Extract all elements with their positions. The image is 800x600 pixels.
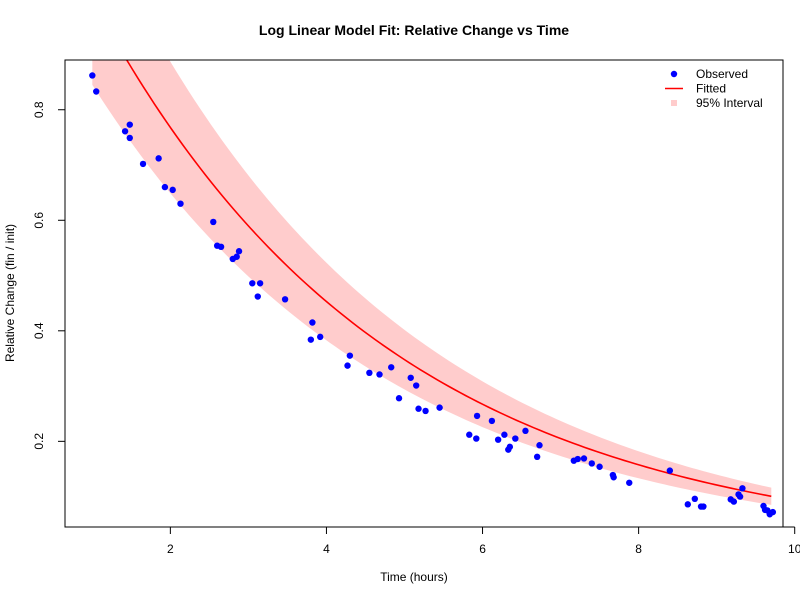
observed-point <box>210 218 217 226</box>
y-tick-label: 0.2 <box>32 433 46 450</box>
observed-point <box>249 280 256 287</box>
observed-point <box>533 453 541 461</box>
observed-point <box>317 333 324 341</box>
confidence-band-layer <box>92 60 772 505</box>
observed-point <box>155 155 162 162</box>
observed-point <box>666 467 674 474</box>
x-axis: 2 4 6 8 10 <box>167 526 800 556</box>
observed-point <box>522 427 529 435</box>
observed-point <box>739 485 746 492</box>
legend-item-point: Observed <box>670 67 748 81</box>
observed-point <box>501 431 508 438</box>
observed-point <box>769 508 777 516</box>
legend-label: 95% Interval <box>696 96 763 110</box>
observed-point <box>233 253 240 260</box>
legend-label: Fitted <box>696 82 726 96</box>
fitted-line-layer <box>125 60 772 498</box>
observed-point <box>281 296 289 303</box>
observed-point <box>610 474 617 481</box>
legend-band-swatch <box>671 100 677 106</box>
observed-point <box>488 417 496 425</box>
observed-point <box>473 435 480 442</box>
x-axis-label: Time (hours) <box>380 570 448 584</box>
observed-point <box>89 72 96 79</box>
observed-point <box>235 248 243 255</box>
observed-point <box>254 293 261 300</box>
observed-point <box>376 371 383 378</box>
observed-point <box>466 431 473 438</box>
observed-point <box>574 455 581 463</box>
observed-point <box>436 404 443 411</box>
observed-point <box>626 479 633 486</box>
confidence-band <box>92 60 772 505</box>
observed-point <box>512 435 519 442</box>
observed-point <box>307 336 315 343</box>
observed-point <box>730 498 738 505</box>
observed-point <box>161 183 169 191</box>
observed-point <box>126 121 133 128</box>
observed-point <box>536 442 543 449</box>
x-tick-label: 8 <box>635 542 642 556</box>
observed-point <box>494 436 502 443</box>
legend-label: Observed <box>696 67 748 81</box>
y-axis: 0.2 0.4 0.6 0.8 <box>32 101 66 450</box>
x-tick-label: 4 <box>323 542 330 556</box>
observed-point <box>217 243 225 250</box>
observed-point <box>736 493 744 500</box>
observed-point <box>473 412 481 420</box>
observed-point <box>413 382 420 389</box>
fitted-line <box>125 60 772 498</box>
observed-point <box>366 369 373 377</box>
observed-point <box>684 501 691 508</box>
observed-point <box>422 407 429 415</box>
observed-point <box>596 463 603 470</box>
x-tick-label: 10 <box>788 542 800 556</box>
observed-point <box>407 374 414 381</box>
y-tick-label: 0.6 <box>32 212 46 229</box>
observed-point <box>700 503 707 510</box>
y-tick-label: 0.8 <box>32 101 46 118</box>
legend-item-band: 95% Interval <box>671 96 763 110</box>
x-tick-label: 6 <box>479 542 486 556</box>
x-tick-label: 2 <box>167 542 174 556</box>
y-axis-label: Relative Change (fin / init) <box>3 224 17 362</box>
observed-point <box>388 364 395 371</box>
observed-point <box>139 160 147 168</box>
observed-point <box>121 128 129 135</box>
observed-point <box>580 455 588 462</box>
legend-item-line: Fitted <box>665 82 726 96</box>
y-tick-label: 0.4 <box>32 322 46 339</box>
observed-point <box>256 280 264 287</box>
observed-point <box>588 460 595 467</box>
observed-point <box>395 395 403 402</box>
chart-title: Log Linear Model Fit: Relative Change vs… <box>259 22 569 38</box>
observed-point <box>691 495 699 503</box>
observed-point <box>177 200 184 207</box>
observed-point <box>309 319 316 326</box>
observed-point <box>169 186 176 194</box>
observed-point <box>126 134 133 142</box>
legend-point-swatch <box>670 70 678 78</box>
observed-point <box>506 443 514 451</box>
observed-point <box>344 362 351 369</box>
observed-point <box>93 88 100 95</box>
observed-point <box>415 405 422 412</box>
observed-point <box>346 352 354 359</box>
observed-points-layer <box>89 72 777 518</box>
